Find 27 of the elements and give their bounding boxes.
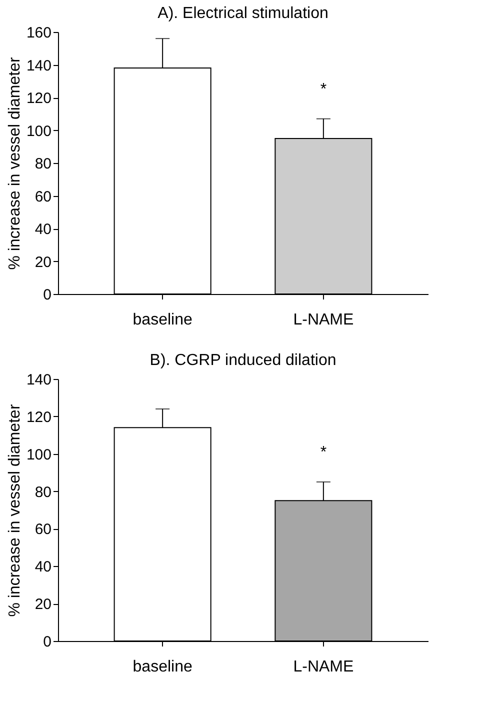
y-tick-label: 160 bbox=[26, 24, 52, 42]
y-tick-label: 120 bbox=[26, 90, 52, 107]
y-axis-title: % increase in vessel diameter bbox=[6, 56, 24, 270]
x-tick-label: baseline bbox=[132, 312, 192, 328]
y-tick-label: 80 bbox=[34, 484, 52, 501]
y-tick-label: 20 bbox=[34, 254, 52, 271]
x-tick-label: L-NAME bbox=[293, 312, 354, 328]
annotation: * bbox=[320, 444, 327, 461]
annotation: * bbox=[320, 80, 327, 98]
y-tick-label: 140 bbox=[26, 57, 52, 74]
y-tick-label: 40 bbox=[34, 558, 52, 576]
chart-title: B). CGRP induced dilation bbox=[150, 352, 336, 369]
y-tick-label: 100 bbox=[26, 446, 52, 464]
y-tick-label: 60 bbox=[34, 521, 52, 538]
y-tick-label: 40 bbox=[34, 221, 52, 238]
y-tick-label: 0 bbox=[43, 286, 52, 304]
y-tick-label: 20 bbox=[34, 596, 52, 614]
y-axis-title: % increase in vessel diameter bbox=[6, 404, 24, 617]
chart-title: A). Electrical stimulation bbox=[158, 5, 328, 22]
y-tick-label: 60 bbox=[34, 188, 52, 206]
y-tick-label: 120 bbox=[26, 408, 52, 426]
y-tick-label: 0 bbox=[43, 634, 52, 650]
y-tick-label: 100 bbox=[26, 122, 52, 140]
y-tick-label: 80 bbox=[34, 156, 52, 172]
y-tick-label: 140 bbox=[26, 372, 52, 388]
x-tick-label: baseline bbox=[132, 658, 192, 676]
x-tick-label: L-NAME bbox=[293, 658, 354, 676]
